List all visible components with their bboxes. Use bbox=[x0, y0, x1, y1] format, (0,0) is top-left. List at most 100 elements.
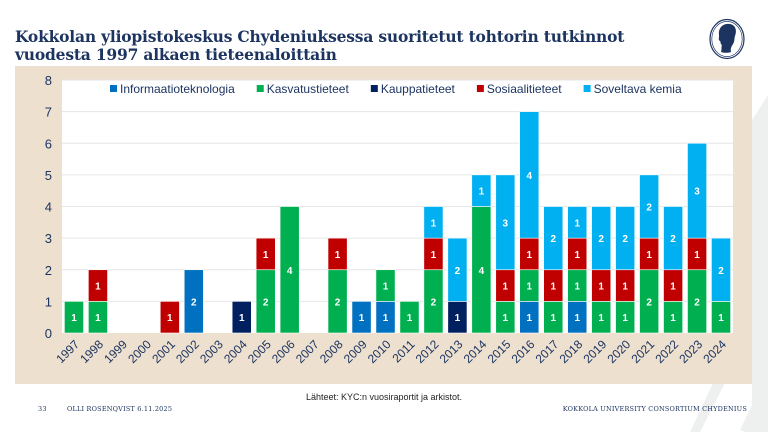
legend-swatch bbox=[583, 85, 591, 92]
bar-data-label: 2 bbox=[670, 234, 676, 245]
bar-segment bbox=[519, 111, 540, 239]
bar-data-label: 1 bbox=[383, 313, 389, 324]
bar-data-label: 1 bbox=[263, 250, 269, 261]
bar-data-label: 2 bbox=[191, 297, 197, 308]
bar-segment bbox=[567, 206, 588, 239]
x-tick-label: 2001 bbox=[149, 337, 178, 366]
stacked-bar-chart: 0123456781199711199819992000120012200220… bbox=[45, 73, 733, 366]
x-tick-label: 2003 bbox=[197, 337, 226, 366]
bar-data-label: 1 bbox=[527, 250, 533, 261]
bar-segment bbox=[64, 301, 84, 334]
page-title: Kokkolan yliopistokeskus Chydeniuksessa … bbox=[15, 27, 625, 64]
bar-data-label: 1 bbox=[622, 282, 628, 293]
bar-segment bbox=[183, 269, 204, 334]
x-tick-label: 2008 bbox=[317, 337, 346, 366]
bar-data-label: 4 bbox=[527, 171, 533, 182]
bar-segment bbox=[591, 206, 612, 271]
bar-data-label: 2 bbox=[646, 203, 652, 214]
legend-swatch bbox=[110, 85, 117, 92]
bar-segment bbox=[88, 269, 108, 302]
source-note: Lähteet: KYC:n vuosiraportit ja arkistot… bbox=[305, 392, 463, 402]
y-tick-label: 8 bbox=[45, 73, 52, 88]
x-tick-label: 2015 bbox=[485, 337, 514, 366]
bar-data-label: 1 bbox=[479, 187, 485, 198]
bar-data-label: 3 bbox=[694, 187, 700, 198]
bar-data-label: 4 bbox=[479, 266, 485, 277]
footer-organization: KOKKOLA UNIVERSITY CONSORTIUM CHYDENIUS bbox=[562, 405, 747, 413]
bar-data-label: 2 bbox=[263, 297, 269, 308]
bar-segment bbox=[495, 174, 516, 271]
bar-data-label: 1 bbox=[550, 282, 556, 293]
bar-data-label: 1 bbox=[71, 313, 77, 324]
bar-segment bbox=[663, 206, 683, 271]
y-tick-label: 6 bbox=[45, 136, 52, 151]
bar-data-label: 1 bbox=[598, 313, 604, 324]
bar-segment bbox=[255, 237, 276, 271]
legend-swatch bbox=[476, 85, 484, 92]
bar-data-label: 2 bbox=[646, 297, 652, 308]
x-tick-label: 2020 bbox=[605, 337, 634, 366]
bar-segment bbox=[447, 237, 468, 302]
bar-data-label: 1 bbox=[670, 313, 676, 324]
bar-data-label: 2 bbox=[335, 297, 341, 308]
y-tick-label: 7 bbox=[45, 105, 52, 120]
x-tick-label: 2005 bbox=[245, 337, 274, 366]
bar-segment bbox=[711, 237, 731, 302]
y-tick-label: 3 bbox=[45, 231, 52, 246]
bar-data-label: 1 bbox=[646, 250, 652, 261]
x-tick-label: 2021 bbox=[628, 337, 657, 366]
bar-data-label: 2 bbox=[431, 297, 437, 308]
chart-panel: 0 1 2 3 4 5 6 7 8 1 1997 1 1 1998 1999 2000 1 2001 2 2002 20… bbox=[15, 66, 752, 384]
x-tick-label: 1998 bbox=[77, 337, 106, 366]
bar-data-label: 1 bbox=[574, 282, 580, 293]
bar-segment bbox=[327, 237, 348, 271]
y-tick-label: 2 bbox=[45, 263, 52, 278]
x-tick-label: 2023 bbox=[676, 337, 705, 366]
bar-data-label: 1 bbox=[694, 250, 700, 261]
bar-data-label: 1 bbox=[455, 313, 461, 324]
bar-data-label: 1 bbox=[574, 218, 580, 229]
x-tick-label: 2024 bbox=[700, 337, 729, 366]
x-tick-label: 2016 bbox=[509, 337, 538, 366]
bar-data-label: 1 bbox=[503, 282, 509, 293]
y-tick-label: 1 bbox=[45, 294, 52, 309]
bar-data-label: 2 bbox=[622, 234, 628, 245]
bar-segment bbox=[639, 174, 660, 239]
legend-label: Sosiaalitieteet bbox=[487, 82, 562, 96]
x-tick-label: 2017 bbox=[533, 337, 562, 366]
x-tick-label: 2011 bbox=[389, 337, 417, 365]
bar-data-label: 1 bbox=[95, 313, 101, 324]
bar-data-label: 2 bbox=[455, 266, 461, 277]
bar-data-label: 1 bbox=[598, 282, 604, 293]
bar-data-label: 1 bbox=[527, 313, 533, 324]
bar-segment bbox=[423, 206, 444, 239]
x-tick-label: 2002 bbox=[173, 337, 202, 366]
footer-author-date: OLLI ROSENQVIST 6.11.2025 bbox=[66, 405, 173, 413]
bar-data-label: 1 bbox=[527, 282, 533, 293]
bar-data-label: 1 bbox=[95, 282, 101, 293]
x-tick-label: 2012 bbox=[413, 337, 442, 366]
bar-data-label: 1 bbox=[431, 218, 437, 229]
x-tick-label: 2018 bbox=[557, 337, 586, 366]
bar-data-label: 1 bbox=[503, 313, 509, 324]
bar-data-label: 1 bbox=[574, 313, 580, 324]
legend-swatch bbox=[256, 85, 264, 92]
bar-data-label: 1 bbox=[407, 313, 413, 324]
bar-data-label: 1 bbox=[718, 313, 724, 324]
y-tick-label: 5 bbox=[45, 168, 52, 183]
x-tick-label: 2006 bbox=[269, 337, 298, 366]
x-tick-label: 2009 bbox=[341, 337, 370, 366]
bar-data-label: 1 bbox=[431, 250, 437, 261]
x-tick-label: 2022 bbox=[652, 337, 681, 366]
y-tick-label: 4 bbox=[45, 200, 52, 215]
x-tick-label: 2007 bbox=[293, 337, 322, 366]
bar-data-label: 1 bbox=[574, 250, 580, 261]
bar-data-label: 2 bbox=[718, 266, 724, 277]
bar-segment bbox=[351, 301, 372, 334]
bar-segment bbox=[279, 206, 300, 334]
legend-label: Kauppatieteet bbox=[381, 82, 456, 96]
legend-swatch bbox=[370, 85, 378, 92]
x-tick-label: 1999 bbox=[101, 337, 130, 366]
bar-segment bbox=[375, 269, 396, 302]
bar-segment bbox=[687, 142, 707, 239]
